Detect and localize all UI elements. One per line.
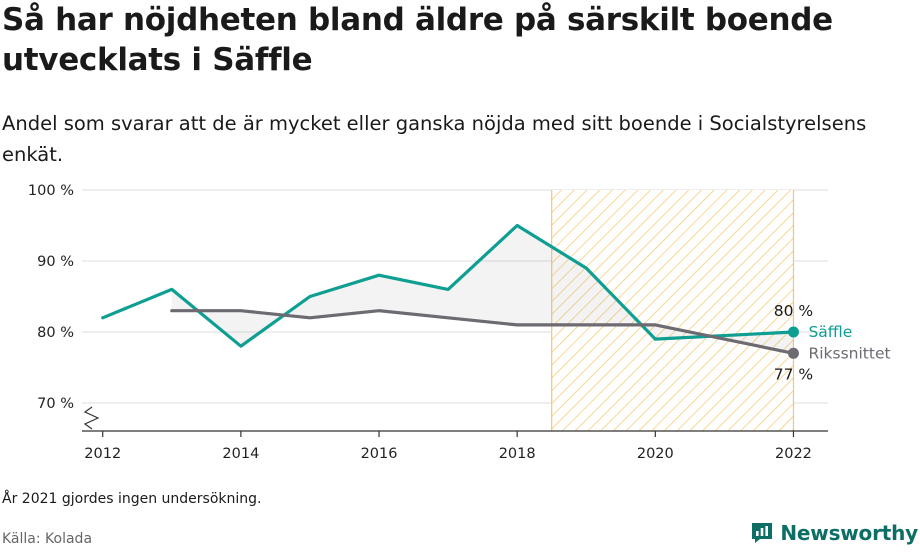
x-tick-label: 2012 [84,446,121,462]
gap-shading [171,225,794,354]
brand-name: Newsworthy [780,521,918,545]
series-line [101,223,796,348]
y-tick-label: 100 % [28,183,74,199]
x-tick-label: 2014 [222,446,259,462]
axis-break-icon [83,406,100,430]
brand-logo-link[interactable]: Newsworthy [750,521,918,545]
newsworthy-logo-icon [752,523,773,543]
x-tick-label: 2022 [775,446,812,462]
x-tick-label: 2018 [499,446,536,462]
series-name-label: Säffle [808,323,852,341]
source-label: Källa: Kolada [2,531,93,547]
chart-subtitle: Andel som svarar att de är mycket eller … [2,112,867,166]
x-tick-label: 2016 [361,446,398,462]
series-end-marker [787,326,799,338]
series-value-label: 77 % [774,365,813,383]
series-value-label: 80 % [774,302,813,320]
series-end-marker [787,347,799,359]
series-name-label: Rikssnittet [808,344,890,362]
chart-title: Så har nöjdheten bland äldre på särskilt… [2,2,833,78]
y-tick-label: 70 % [37,396,74,412]
series-line [170,309,796,355]
y-tick-label: 80 % [37,325,74,341]
footnote: År 2021 gjordes ingen undersökning. [2,491,262,507]
y-tick-label: 90 % [37,254,74,270]
x-tick-label: 2020 [637,446,674,462]
highlight-area [551,190,794,431]
